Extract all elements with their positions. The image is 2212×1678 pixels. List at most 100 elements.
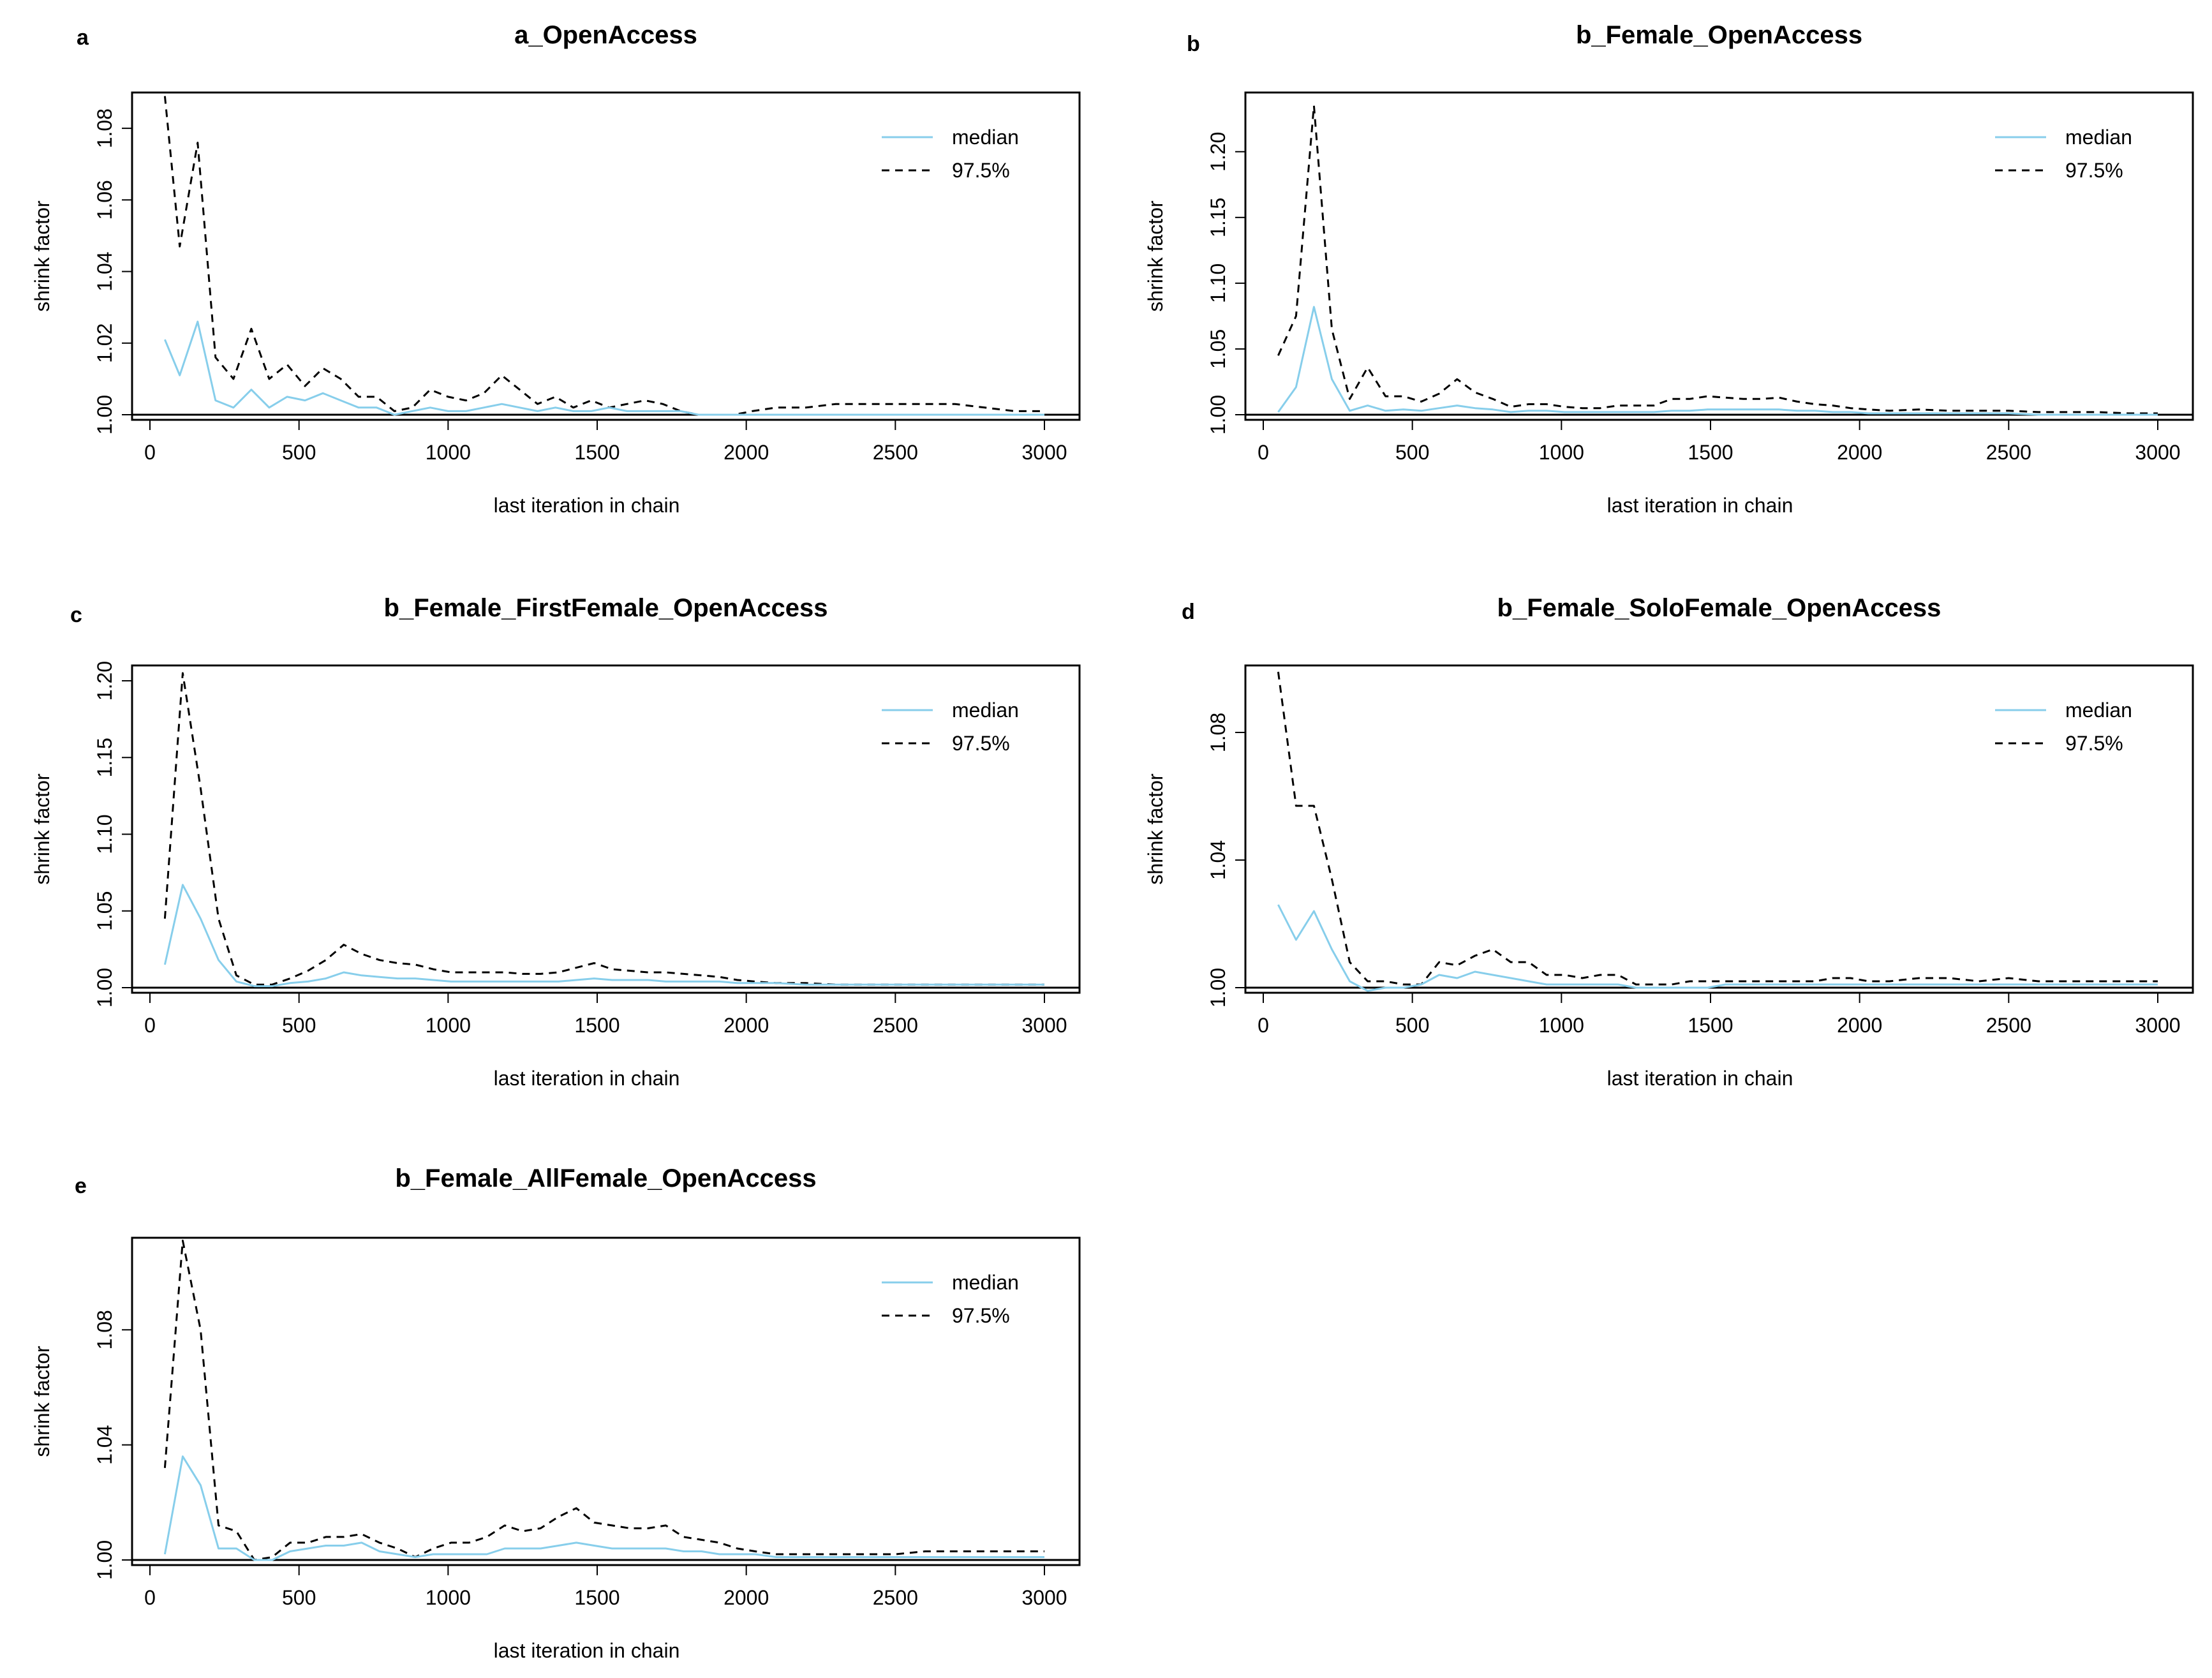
y-tick-label: 1.00 <box>93 1540 116 1580</box>
series-line-median <box>164 320 1044 416</box>
y-axis-title: shrink factor <box>31 773 54 885</box>
y-tick-label: 1.15 <box>93 738 116 777</box>
legend-label: 97.5% <box>2065 159 2123 182</box>
x-tick-label: 1500 <box>574 441 620 464</box>
x-axis-title: last iteration in chain <box>494 1067 680 1090</box>
x-tick-label: 1000 <box>426 1586 471 1609</box>
y-tick-label: 1.04 <box>93 251 116 291</box>
x-tick-label: 500 <box>1395 441 1429 464</box>
x-tick-label: 2500 <box>873 441 918 464</box>
series-line-upper-97-5 <box>1277 105 2158 415</box>
x-axis-title: last iteration in chain <box>1607 494 1793 517</box>
x-tick-label: 1000 <box>1539 1014 1584 1037</box>
y-tick-label: 1.10 <box>93 814 116 854</box>
legend-label: median <box>2065 699 2132 722</box>
chart-title: a_OpenAccess <box>514 21 697 49</box>
panel-letter: e <box>75 1174 87 1198</box>
y-tick-label: 1.05 <box>1206 329 1229 369</box>
y-tick-label: 1.00 <box>93 395 116 434</box>
plot-frame <box>1244 91 2194 421</box>
x-tick-label: 2000 <box>1837 1014 1882 1037</box>
x-tick-label: 3000 <box>1021 1014 1067 1037</box>
y-tick-label: 1.06 <box>93 180 116 219</box>
legend-label: 97.5% <box>952 159 1010 182</box>
legend-label: median <box>952 126 1019 149</box>
y-axis-title: shrink factor <box>1144 200 1167 312</box>
x-tick-label: 0 <box>144 1014 156 1037</box>
x-axis-title: last iteration in chain <box>494 494 680 517</box>
x-tick-label: 1500 <box>574 1014 620 1037</box>
series-line-upper-97-5 <box>1277 671 2158 986</box>
panel-letter: b <box>1187 32 1200 56</box>
x-tick-label: 0 <box>1258 1014 1269 1037</box>
y-tick-label: 1.04 <box>93 1425 116 1465</box>
plot-frame <box>131 91 1081 421</box>
x-tick-label: 2500 <box>873 1014 918 1037</box>
chart-title: b_Female_FirstFemale_OpenAccess <box>384 594 828 622</box>
panel-d: d b_Female_SoloFemale_OpenAccess 0 500 1000 1… <box>1144 594 2194 1090</box>
y-axis-title: shrink factor <box>31 1346 54 1457</box>
y-tick-label: 1.00 <box>1206 395 1229 434</box>
x-tick-label: 0 <box>144 1586 156 1609</box>
y-tick-label: 1.02 <box>93 323 116 363</box>
plot-frame <box>1244 664 2194 994</box>
y-tick-label: 1.08 <box>93 1310 116 1349</box>
legend-label: 97.5% <box>952 732 1010 755</box>
x-tick-label: 1500 <box>1688 441 1733 464</box>
series-line-median <box>1277 306 2158 416</box>
x-tick-label: 0 <box>144 441 156 464</box>
x-tick-label: 1000 <box>426 441 471 464</box>
x-tick-label: 3000 <box>1021 441 1067 464</box>
panel-c: c b_Female_FirstFemale_OpenAccess 0 500 1000… <box>31 594 1081 1090</box>
plot-frame <box>131 664 1081 994</box>
y-tick-label: 1.20 <box>1206 132 1229 172</box>
x-axis-title: last iteration in chain <box>494 1639 680 1662</box>
y-tick-label: 1.08 <box>1206 713 1229 752</box>
series-line-upper-97-5 <box>163 96 1044 416</box>
x-tick-label: 1000 <box>426 1014 471 1037</box>
x-tick-label: 500 <box>282 1586 316 1609</box>
x-tick-label: 2000 <box>724 441 769 464</box>
legend-label: median <box>2065 126 2132 149</box>
y-tick-label: 1.10 <box>1206 264 1229 303</box>
panel-letter: c <box>70 603 82 627</box>
x-tick-label: 3000 <box>2135 441 2180 464</box>
chart-title: b_Female_AllFemale_OpenAccess <box>395 1164 816 1192</box>
plot-frame <box>131 1236 1081 1566</box>
y-tick-label: 1.00 <box>93 968 116 1007</box>
series-line-upper-97-5 <box>163 1240 1044 1561</box>
panel-b: b b_Female_OpenAccess 0 500 1000 1500 2000 2500… <box>1144 21 2194 517</box>
y-axis-title: shrink factor <box>31 200 54 312</box>
series-line-upper-97-5 <box>163 672 1044 986</box>
x-tick-label: 2000 <box>724 1586 769 1609</box>
panel-a: a a_OpenAccess 0 500 1000 1500 2000 2500 3000 1.0… <box>31 21 1081 517</box>
x-tick-label: 3000 <box>2135 1014 2180 1037</box>
chart-title: b_Female_SoloFemale_OpenAccess <box>1497 594 1941 622</box>
panel-e: e b_Female_AllFemale_OpenAccess 0 500 1000 15… <box>31 1164 1081 1662</box>
y-tick-label: 1.08 <box>93 108 116 148</box>
panel-letter: d <box>1182 600 1195 624</box>
x-tick-label: 2500 <box>1986 1014 2031 1037</box>
legend-label: median <box>952 699 1019 722</box>
chart-title: b_Female_OpenAccess <box>1576 21 1862 49</box>
x-tick-label: 500 <box>282 441 316 464</box>
y-tick-label: 1.05 <box>93 891 116 931</box>
y-tick-label: 1.20 <box>93 661 116 701</box>
x-tick-label: 2500 <box>1986 441 2031 464</box>
y-axis-title: shrink factor <box>1144 773 1167 885</box>
y-tick-label: 1.00 <box>1206 968 1229 1007</box>
y-tick-label: 1.15 <box>1206 198 1229 237</box>
x-tick-label: 2500 <box>873 1586 918 1609</box>
series-line-median <box>163 884 1044 988</box>
x-tick-label: 3000 <box>1021 1586 1067 1609</box>
x-tick-label: 500 <box>282 1014 316 1037</box>
series-line-median <box>1277 904 2158 992</box>
x-tick-label: 2000 <box>1837 441 1882 464</box>
x-tick-label: 1500 <box>1688 1014 1733 1037</box>
legend-label: median <box>952 1271 1019 1294</box>
legend-label: 97.5% <box>952 1304 1010 1327</box>
x-tick-label: 1500 <box>574 1586 620 1609</box>
x-tick-label: 2000 <box>724 1014 769 1037</box>
x-tick-label: 0 <box>1258 441 1269 464</box>
